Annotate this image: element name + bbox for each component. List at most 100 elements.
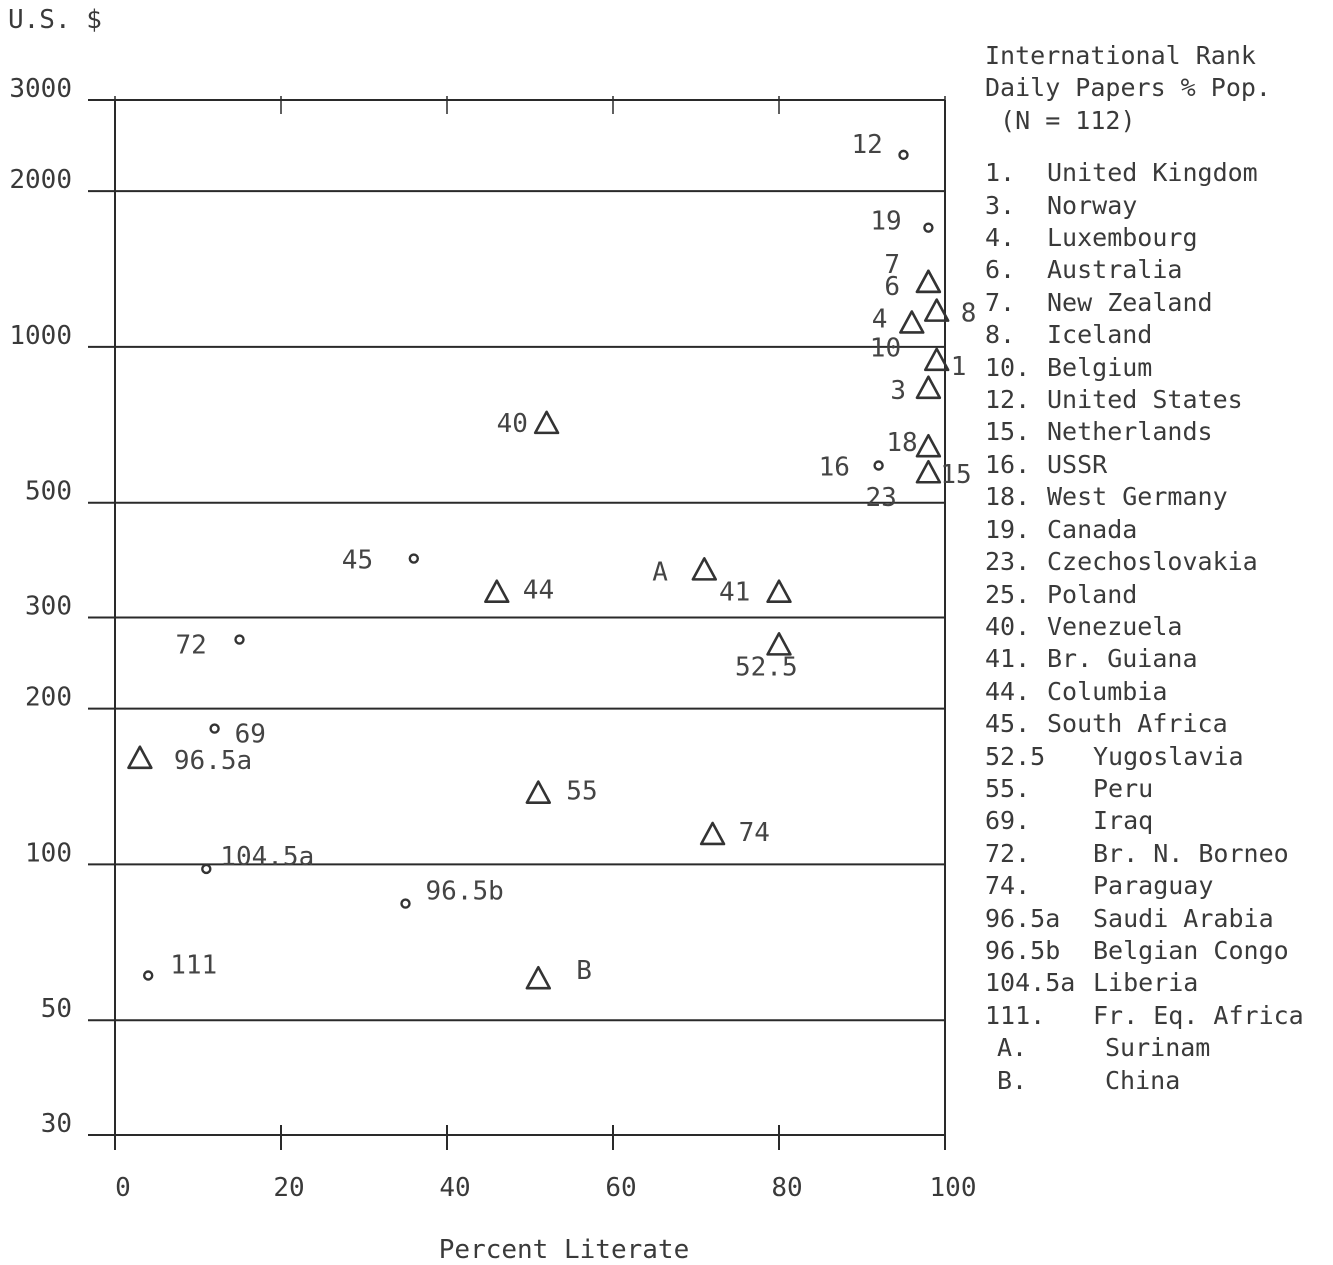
- legend-entry: 96.5a Saudi Arabia: [985, 903, 1330, 935]
- legend-country: Paraguay: [1093, 871, 1214, 901]
- legend-entry: 18. West Germany: [985, 481, 1330, 513]
- point-label: B: [576, 956, 592, 986]
- point-label: 10: [870, 334, 901, 364]
- point-label: 111: [170, 951, 217, 981]
- triangle-marker: [915, 459, 942, 484]
- legend-country: Belgium: [1047, 352, 1153, 382]
- legend-rank: 23.: [985, 547, 1031, 577]
- point-label: 96.5b: [426, 877, 504, 907]
- triangle-marker: [899, 310, 925, 334]
- triangle-marker: [525, 780, 552, 804]
- legend-title-line: (N = 112): [985, 105, 1136, 135]
- x-tick-label: 80: [771, 1173, 802, 1203]
- legend-country: Liberia: [1093, 968, 1199, 998]
- legend-entry: 111. Fr. Eq. Africa: [985, 1000, 1330, 1032]
- legend-entry: 15. Netherlands: [985, 416, 1330, 448]
- legend-country: Iraq: [1093, 806, 1154, 836]
- y-axis-unit: U.S. $: [8, 5, 102, 35]
- legend-rank: 40.: [985, 611, 1031, 641]
- legend-country: Norway: [1047, 190, 1138, 220]
- point-label: 44: [523, 576, 554, 606]
- legend-rank: 96.5a: [985, 903, 1061, 933]
- circle-marker: [408, 553, 419, 564]
- point-label: 74: [739, 818, 770, 848]
- triangle-marker: [915, 375, 942, 400]
- point-label: 96.5a: [174, 746, 252, 776]
- y-axis-ticks: 30 50 100 200 300 500 1000 2000 3000: [9, 74, 72, 1139]
- legend-rank: 111.: [985, 1000, 1046, 1030]
- legend-entry: 104.5a Liberia: [985, 967, 1330, 999]
- point-label: 41: [719, 578, 750, 608]
- legend: International Rank Daily Papers % Pop. (…: [985, 40, 1330, 1097]
- triangle-marker: [923, 298, 950, 322]
- point-label: 40: [497, 409, 528, 439]
- legend-rank: 72.: [985, 838, 1031, 868]
- legend-entry: 6. Australia: [985, 254, 1330, 286]
- legend-rank: 10.: [985, 352, 1031, 382]
- legend-rank: 104.5a: [985, 968, 1076, 998]
- triangle-marker: [127, 745, 153, 770]
- x-tick-label: 0: [115, 1173, 131, 1203]
- triangle-marker: [915, 433, 942, 458]
- legend-entry: 10. Belgium: [985, 352, 1330, 384]
- y-tick-label: 30: [41, 1109, 72, 1139]
- circle-marker: [234, 634, 245, 645]
- plot-frame: [114, 100, 946, 1150]
- legend-rank: 44.: [985, 676, 1031, 706]
- point-label: 23: [866, 483, 897, 513]
- legend-rank: 4.: [985, 223, 1016, 253]
- legend-country: USSR: [1047, 449, 1108, 479]
- legend-rank: 74.: [985, 871, 1031, 901]
- x-axis-ticks: 0 20 40 60 80 100: [114, 96, 976, 1203]
- legend-country: Canada: [1047, 514, 1138, 544]
- legend-country: Peru: [1093, 773, 1154, 803]
- point-label: 6: [884, 272, 900, 302]
- legend-entry: 96.5b Belgian Congo: [985, 935, 1330, 967]
- x-axis-label: Percent Literate: [439, 1235, 689, 1265]
- legend-rank: 55.: [985, 773, 1031, 803]
- legend-entry: 23. Czechoslovakia: [985, 546, 1330, 578]
- triangle-marker: [525, 965, 552, 990]
- legend-rank: 8.: [985, 320, 1016, 350]
- legend-rank: 6.: [985, 255, 1016, 285]
- circle-marker: [400, 898, 411, 909]
- legend-rank: 15.: [985, 417, 1031, 447]
- circle-marker: [209, 723, 220, 734]
- legend-country: New Zealand: [1047, 287, 1213, 317]
- y-tick-label: 50: [41, 994, 72, 1024]
- point-label: 3: [890, 376, 906, 406]
- legend-entry: 19. Canada: [985, 514, 1330, 546]
- legend-entry: 72. Br. N. Borneo: [985, 838, 1330, 870]
- legend-rank: 1.: [985, 158, 1016, 188]
- point-label: 12: [852, 130, 883, 160]
- point-label: 104.5a: [220, 842, 314, 872]
- x-tick-label: 60: [605, 1173, 636, 1203]
- point-label: 45: [342, 546, 373, 576]
- circle-marker: [923, 222, 934, 233]
- legend-rank: 7.: [985, 287, 1016, 317]
- point-label: 7: [884, 250, 900, 280]
- circle-marker: [873, 460, 884, 471]
- legend-country: Australia: [1047, 255, 1183, 285]
- point-label: 15: [940, 460, 971, 490]
- legend-entry: 12. United States: [985, 384, 1330, 416]
- point-label: 69: [235, 720, 266, 750]
- legend-country: Br. Guiana: [1047, 644, 1198, 674]
- legend-rank: 69.: [985, 806, 1031, 836]
- legend-entry: 41. Br. Guiana: [985, 643, 1330, 675]
- legend-country: United Kingdom: [1047, 158, 1258, 188]
- legend-rank: 3.: [985, 190, 1016, 220]
- y-tick-label: 300: [25, 592, 72, 622]
- point-label: 4: [872, 304, 888, 334]
- y-tick-label: 2000: [9, 165, 72, 195]
- legend-rank: 45.: [985, 709, 1031, 739]
- triangle-marker: [533, 410, 560, 435]
- legend-country: Luxembourg: [1047, 223, 1198, 253]
- legend-entry: 1. United Kingdom: [985, 157, 1330, 189]
- triangle-marker: [915, 269, 942, 294]
- point-label: A: [652, 557, 668, 587]
- legend-country: Belgian Congo: [1093, 935, 1289, 965]
- legend-country: Venezuela: [1047, 611, 1183, 641]
- legend-rank: 41.: [985, 644, 1031, 674]
